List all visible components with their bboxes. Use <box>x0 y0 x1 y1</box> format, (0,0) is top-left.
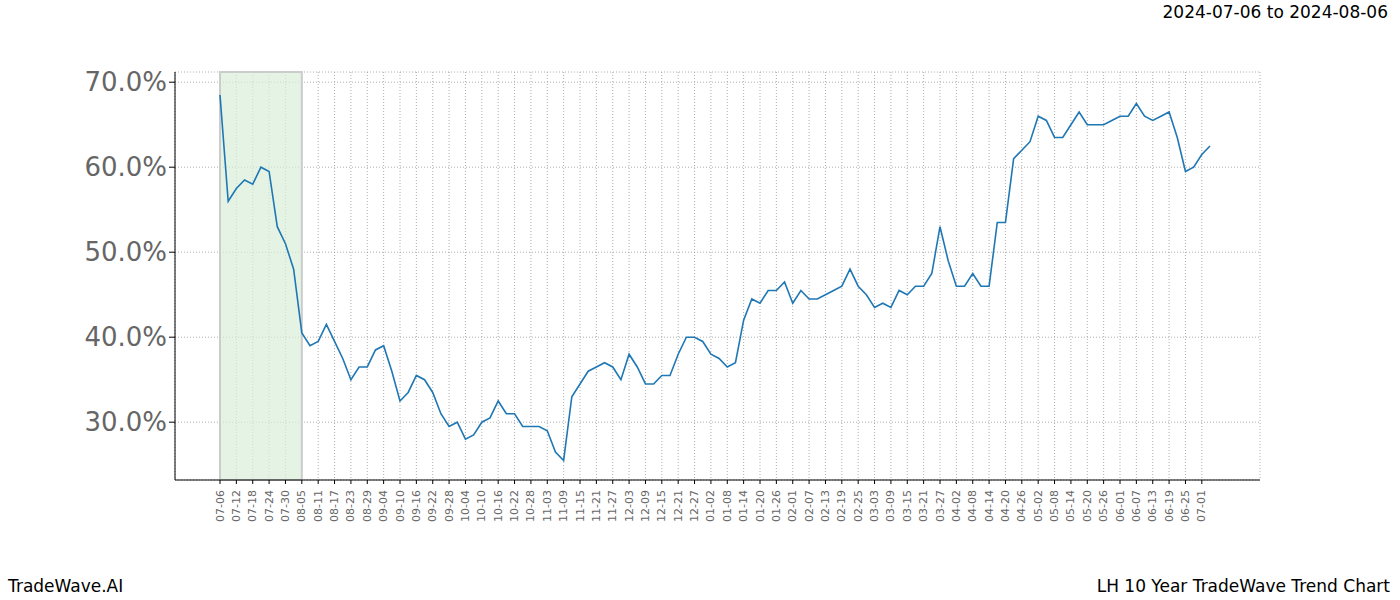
svg-text:03-09: 03-09 <box>884 490 897 522</box>
svg-text:02-25: 02-25 <box>852 490 865 522</box>
svg-text:06-13: 06-13 <box>1146 490 1159 522</box>
svg-text:09-28: 09-28 <box>443 490 456 522</box>
svg-text:11-09: 11-09 <box>557 490 570 522</box>
svg-text:07-30: 07-30 <box>279 490 292 522</box>
svg-text:04-20: 04-20 <box>999 490 1012 522</box>
svg-text:02-01: 02-01 <box>786 490 799 522</box>
svg-text:12-09: 12-09 <box>639 490 652 522</box>
svg-text:08-23: 08-23 <box>344 490 357 522</box>
svg-text:07-24: 07-24 <box>263 490 276 522</box>
svg-text:03-03: 03-03 <box>868 490 881 522</box>
svg-text:10-04: 10-04 <box>459 490 472 522</box>
svg-text:10-16: 10-16 <box>492 490 505 522</box>
svg-text:70.0%: 70.0% <box>84 67 167 97</box>
svg-text:02-19: 02-19 <box>835 490 848 522</box>
svg-text:12-03: 12-03 <box>623 490 636 522</box>
svg-text:06-25: 06-25 <box>1179 490 1192 522</box>
svg-text:12-27: 12-27 <box>688 490 701 522</box>
svg-text:11-15: 11-15 <box>574 490 587 522</box>
svg-text:12-21: 12-21 <box>672 490 685 522</box>
svg-text:03-15: 03-15 <box>901 490 914 522</box>
svg-text:06-07: 06-07 <box>1130 490 1143 522</box>
html-text:2024-07-06 to 2024-08-06: 2024-07-06 to 2024-08-06 <box>1162 2 1388 22</box>
svg-text:07-12: 07-12 <box>230 490 243 522</box>
svg-text:08-05: 08-05 <box>295 490 308 522</box>
svg-text:08-29: 08-29 <box>361 490 374 522</box>
svg-text:02-07: 02-07 <box>803 490 816 522</box>
svg-text:09-04: 09-04 <box>377 490 390 522</box>
svg-text:05-14: 05-14 <box>1064 490 1077 522</box>
svg-text:12-15: 12-15 <box>655 490 668 522</box>
svg-text:09-10: 09-10 <box>394 490 407 522</box>
svg-text:07-01: 07-01 <box>1195 490 1208 522</box>
svg-text:03-21: 03-21 <box>917 490 930 522</box>
svg-text:05-02: 05-02 <box>1032 490 1045 522</box>
svg-text:11-27: 11-27 <box>606 490 619 522</box>
svg-text:10-28: 10-28 <box>524 490 537 522</box>
svg-text:09-22: 09-22 <box>426 490 439 522</box>
svg-text:03-27: 03-27 <box>934 490 947 522</box>
svg-text:04-14: 04-14 <box>983 490 996 522</box>
svg-text:01-26: 01-26 <box>770 490 783 522</box>
html-text:LH 10 Year TradeWave Trend Cha: LH 10 Year TradeWave Trend Chart <box>1096 576 1390 596</box>
svg-text:40.0%: 40.0% <box>84 322 167 352</box>
svg-text:04-02: 04-02 <box>950 490 963 522</box>
svg-text:06-01: 06-01 <box>1114 490 1127 522</box>
svg-text:11-21: 11-21 <box>590 490 603 522</box>
svg-text:01-14: 01-14 <box>737 490 750 522</box>
svg-text:02-13: 02-13 <box>819 490 832 522</box>
svg-text:05-26: 05-26 <box>1097 490 1110 522</box>
svg-text:01-02: 01-02 <box>704 490 717 522</box>
svg-text:07-06: 07-06 <box>214 490 227 522</box>
svg-text:05-08: 05-08 <box>1048 490 1061 522</box>
svg-text:10-22: 10-22 <box>508 490 521 522</box>
svg-text:08-11: 08-11 <box>312 490 325 522</box>
svg-text:10-10: 10-10 <box>475 490 488 522</box>
svg-text:30.0%: 30.0% <box>84 407 167 437</box>
svg-text:01-20: 01-20 <box>754 490 767 522</box>
svg-text:08-17: 08-17 <box>328 490 341 522</box>
svg-text:01-08: 01-08 <box>721 490 734 522</box>
svg-text:11-03: 11-03 <box>541 490 554 522</box>
html-text:TradeWave.AI: TradeWave.AI <box>8 576 124 596</box>
svg-text:50.0%: 50.0% <box>84 237 167 267</box>
svg-text:60.0%: 60.0% <box>84 152 167 182</box>
svg-text:05-20: 05-20 <box>1081 490 1094 522</box>
svg-text:06-19: 06-19 <box>1163 490 1176 522</box>
svg-text:04-26: 04-26 <box>1015 490 1028 522</box>
svg-text:07-18: 07-18 <box>246 490 259 522</box>
svg-text:04-08: 04-08 <box>966 490 979 522</box>
svg-text:09-16: 09-16 <box>410 490 423 522</box>
